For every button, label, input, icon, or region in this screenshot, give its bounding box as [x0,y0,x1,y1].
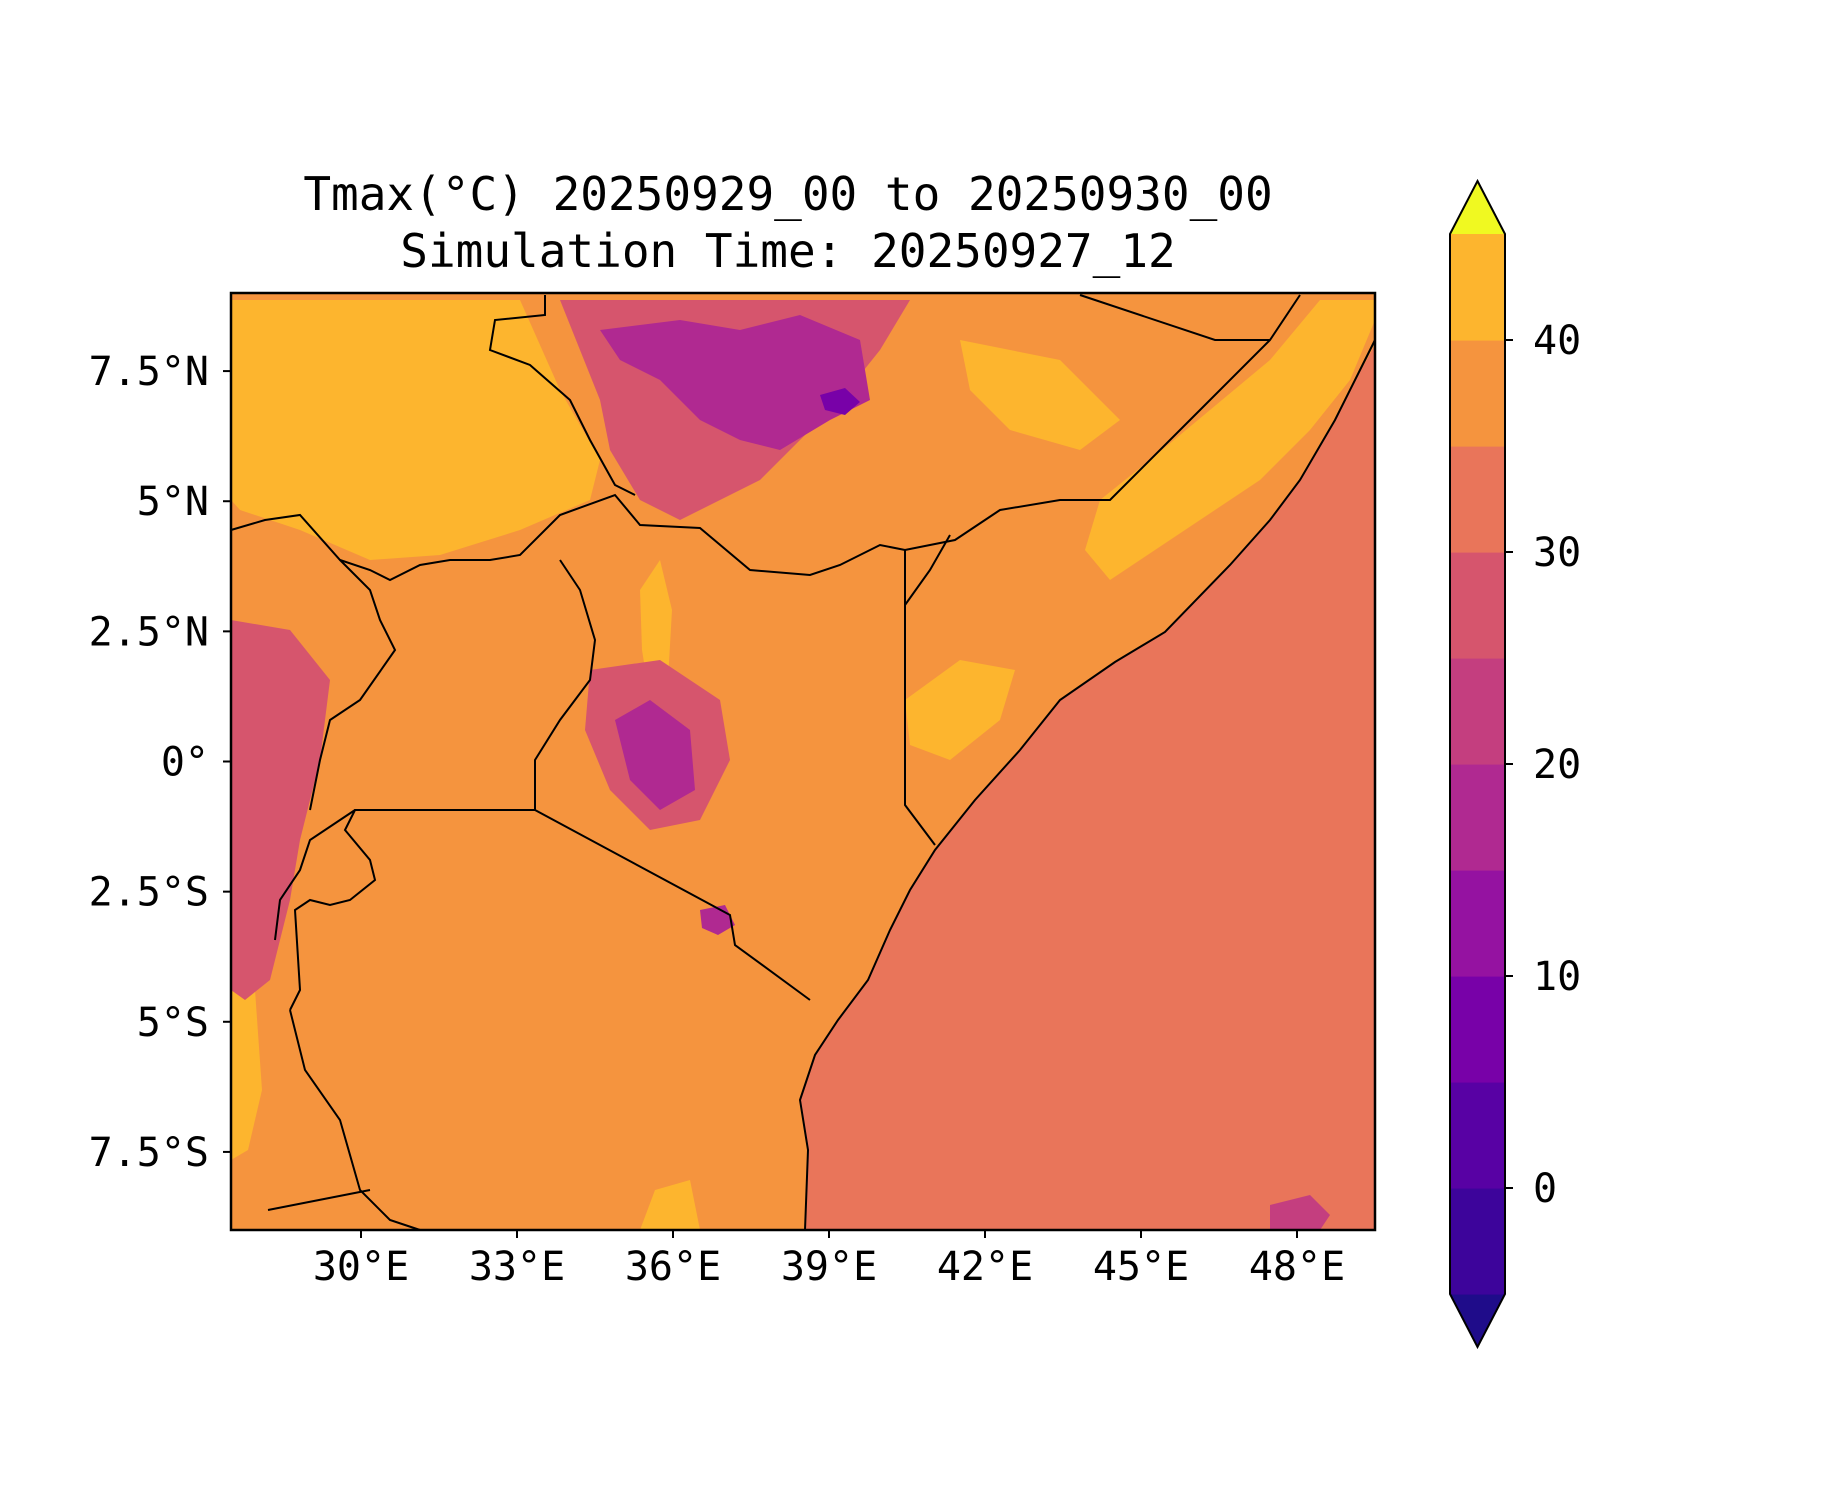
map-title-line-2: Simulation Time: 20250927_12 [400,224,1175,278]
y-tick-label: 7.5°S [89,1130,209,1176]
y-tick-label: 2.5°S [89,870,209,916]
colorbar-segment [1450,552,1505,659]
colorbar-segment [1450,658,1505,765]
colorbar-tick-label: 20 [1533,742,1581,788]
y-tick-label: 7.5°N [89,349,209,395]
colorbar-tick-label: 40 [1533,318,1581,364]
colorbar-tick-label: 10 [1533,954,1581,1000]
colorbar-outline [1449,178,1506,1350]
colorbar-segment [1450,976,1505,1083]
map-axis-ticks: 30°E 33°E 36°E 39°E 42°E 45°E 48°E 7.5°N 5°N 2.5°… [89,349,1346,1290]
colorbar-tick-label: 0 [1533,1166,1557,1212]
map-title-line-1: Tmax(°C) 20250929_00 to 20250930_00 [303,167,1272,221]
cool-somali-ocean-patch [1270,1195,1330,1230]
x-tick-label: 36°E [625,1244,721,1290]
colorbar-tick-label: 30 [1533,530,1581,576]
colorbar-extend-min [1450,1294,1505,1347]
country-borders [230,294,1376,1231]
x-tick-label: 45°E [1093,1244,1189,1290]
hot-south-rift [640,1180,700,1230]
y-tick-label: 0° [161,740,209,786]
colorbar-segment [1450,1188,1505,1295]
colorbar-segment [1450,446,1505,553]
x-tick-label: 30°E [313,1244,409,1290]
x-tick-label: 39°E [781,1244,877,1290]
colorbar-segment [1450,234,1505,341]
hot-northeast-kenya [905,660,1015,760]
colorbar-segment [1450,340,1505,447]
map-panel: 30°E 33°E 36°E 39°E 42°E 45°E 48°E 7.5°N 5°N 2.5°… [89,291,1377,1290]
y-tick-label: 5°N [137,479,209,525]
colorbar: 0 10 20 30 40 [1449,178,1581,1350]
x-tick-label: 42°E [937,1244,1033,1290]
hot-northwest [231,300,600,560]
colorbar-segment [1450,870,1505,977]
hot-somalia [1085,300,1375,580]
colorbar-extend-max [1450,181,1505,234]
hot-north-ridge [960,340,1120,450]
x-tick-label: 48°E [1249,1244,1345,1290]
y-tick-label: 2.5°N [89,609,209,655]
cool-kenya-core [615,700,695,810]
colorbar-segment [1450,1082,1505,1189]
cool-western-rift [231,620,330,1000]
cold-highland-peak [820,388,860,415]
cool-ethiopian-core [600,315,870,450]
y-tick-label: 5°S [137,1000,209,1046]
hot-west-edge [231,980,262,1160]
colorbar-segment [1450,764,1505,871]
x-tick-label: 33°E [469,1244,565,1290]
